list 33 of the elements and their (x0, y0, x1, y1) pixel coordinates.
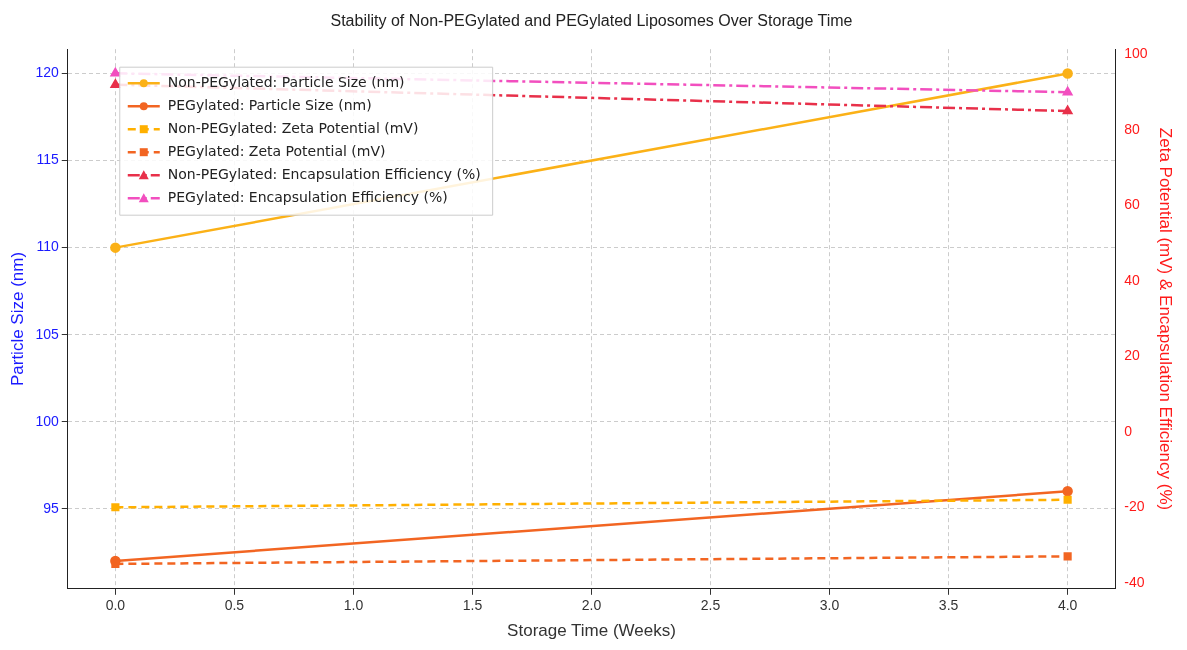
y2-tick-label: 100 (1124, 45, 1148, 62)
legend-label: Non-PEGylated: Particle Size (nm) (167, 73, 405, 90)
y2-tick-label: 80 (1124, 120, 1141, 137)
x-tick-label: 4.0 (1057, 597, 1078, 614)
chart-title: Stability of Non-PEGylated and PEGylated Liposomes Over Storage Time (330, 12, 853, 30)
x-tick-label: 3.0 (819, 597, 840, 614)
x-tick-label: 0.5 (224, 597, 245, 614)
x-tick-label: 2.5 (700, 597, 721, 614)
y2-tick-label: 40 (1124, 271, 1141, 288)
y-tick-label: 115 (36, 151, 59, 168)
legend-label: PEGylated: Encapsulation Efficiency (%) (167, 188, 448, 205)
legend-label: Non-PEGylated: Zeta Potential (mV) (167, 119, 419, 136)
y-tick-label: 105 (35, 325, 59, 342)
x-tick-label: 3.5 (938, 597, 959, 614)
y2-tick-label: 60 (1124, 196, 1141, 213)
y-axis-title: Particle Size (nm) (7, 251, 27, 387)
y-tick-label: 120 (35, 64, 59, 81)
x-tick-label: 2.0 (581, 597, 602, 614)
legend-label: PEGylated: Particle Size (nm) (167, 96, 372, 113)
y-tick-label: 100 (35, 412, 59, 429)
y2-tick-label: 20 (1124, 347, 1141, 364)
y2-tick-label: -40 (1124, 573, 1145, 590)
y-tick-label: 110 (36, 238, 59, 255)
x-tick-label: 1.5 (462, 597, 483, 614)
x-tick-label: 1.0 (343, 597, 364, 614)
y-tick-label: 95 (43, 499, 59, 516)
legend-label: PEGylated: Zeta Potential (mV) (167, 142, 386, 159)
y2-tick-label: -20 (1124, 498, 1145, 515)
x-tick-label: 0.0 (105, 597, 126, 614)
x-axis-title: Storage Time (Weeks) (507, 621, 676, 641)
y2-axis-title: Zeta Potential (mV) & Encapsulation Efficiency (%) (1156, 127, 1176, 511)
y2-tick-label: 0 (1124, 422, 1133, 439)
legend-label: Non-PEGylated: Encapsulation Efficiency (%) (167, 165, 481, 182)
